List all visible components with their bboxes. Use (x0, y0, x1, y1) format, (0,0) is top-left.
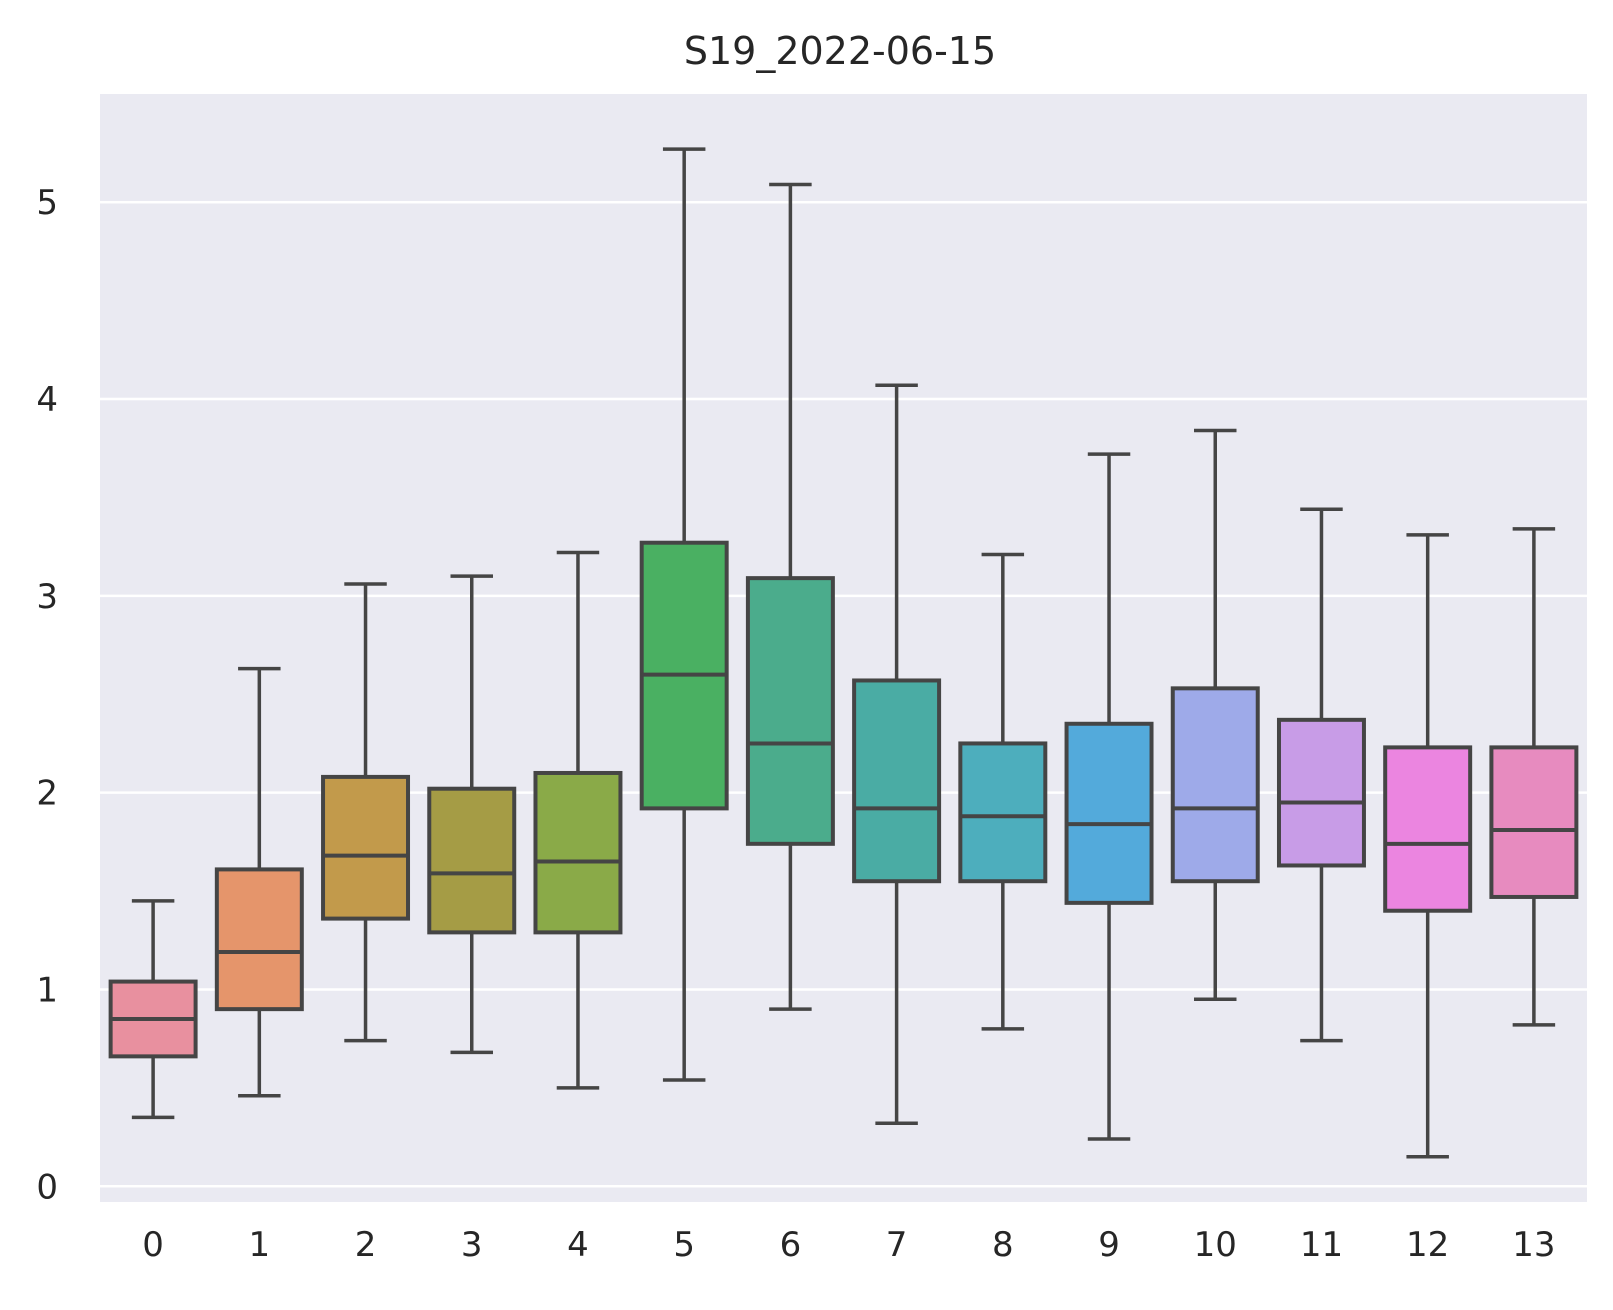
x-tick-label: 9 (1098, 1225, 1120, 1265)
x-tick-label: 12 (1406, 1225, 1449, 1265)
x-tick-label: 8 (992, 1225, 1014, 1265)
box-2 (321, 582, 411, 1043)
box-4 (533, 550, 623, 1090)
y-tick-label: 5 (36, 183, 58, 223)
box-9 (1064, 452, 1154, 1141)
plot-area (100, 94, 1587, 1202)
chart-title: S19_2022-06-15 (684, 29, 996, 73)
box-10 (1170, 428, 1260, 1002)
box-11 (1276, 507, 1366, 1043)
iqr-box (1064, 721, 1154, 905)
y-tick-label: 4 (36, 380, 58, 420)
iqr-box (1489, 745, 1579, 899)
iqr-box (852, 678, 942, 884)
x-tick-label: 13 (1512, 1225, 1555, 1265)
y-axis-ticks: 0 1 2 3 4 5 (36, 183, 58, 1207)
x-tick-label: 4 (567, 1225, 589, 1265)
iqr-box (321, 774, 411, 921)
box-1 (214, 666, 304, 1098)
x-tick-label: 7 (886, 1225, 908, 1265)
box-8 (958, 552, 1048, 1031)
iqr-box (1276, 717, 1366, 868)
y-tick-label: 2 (36, 774, 58, 814)
iqr-box (745, 576, 835, 846)
y-tick-label: 0 (36, 1167, 58, 1207)
box-6 (745, 182, 835, 1011)
box-13 (1489, 527, 1579, 1027)
y-tick-label: 1 (36, 970, 58, 1010)
iqr-box (958, 741, 1048, 884)
x-tick-label: 3 (461, 1225, 483, 1265)
boxes (108, 147, 1579, 1159)
x-tick-label: 1 (249, 1225, 271, 1265)
iqr-box (214, 867, 304, 1012)
iqr-box (1170, 686, 1260, 884)
box-0 (108, 899, 198, 1120)
iqr-box (427, 786, 517, 935)
x-tick-label: 11 (1300, 1225, 1343, 1265)
iqr-box (533, 770, 623, 935)
y-tick-label: 3 (36, 577, 58, 617)
box-3 (427, 574, 517, 1055)
x-tick-label: 2 (355, 1225, 377, 1265)
x-tick-label: 5 (673, 1225, 695, 1265)
iqr-box (1383, 745, 1473, 913)
x-tick-label: 10 (1194, 1225, 1237, 1265)
box-5 (639, 147, 729, 1082)
box-12 (1383, 533, 1473, 1159)
x-tick-label: 6 (780, 1225, 802, 1265)
x-tick-label: 0 (142, 1225, 164, 1265)
x-axis-ticks: 0 1 2 3 4 5 6 7 8 9 10 11 12 13 (142, 1225, 1555, 1265)
box-7 (852, 383, 942, 1126)
